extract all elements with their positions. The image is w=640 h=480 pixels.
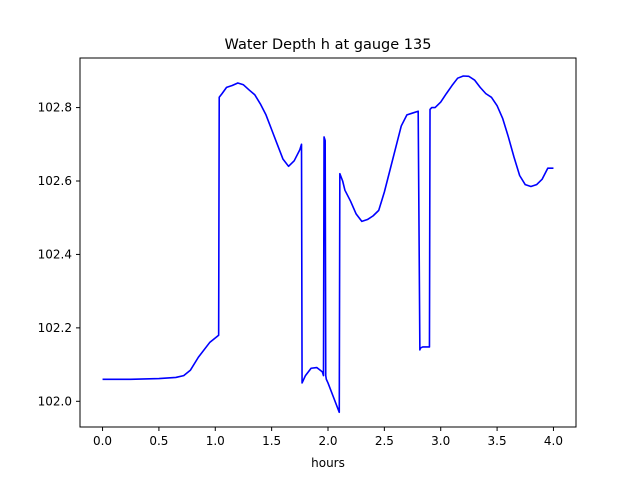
y-tick-label: 102.4 — [38, 247, 72, 261]
chart-title: Water Depth h at gauge 135 — [225, 37, 432, 53]
y-axis-ticks: 102.0 102.2 102.4 102.6 102.8 — [38, 101, 80, 408]
x-tick-label: 2.5 — [375, 434, 394, 448]
x-tick-label: 4.0 — [544, 434, 563, 448]
y-tick-label: 102.8 — [38, 101, 72, 115]
x-axis-label: hours — [311, 456, 345, 470]
x-tick-label: 0.5 — [149, 434, 168, 448]
x-tick-label: 1.5 — [262, 434, 281, 448]
x-axis-ticks: 0.0 0.5 1.0 1.5 2.0 2.5 3.0 3.5 4.0 — [93, 427, 563, 448]
x-tick-label: 3.5 — [488, 434, 507, 448]
y-tick-label: 102.2 — [38, 321, 72, 335]
y-tick-label: 102.0 — [38, 394, 72, 408]
series-line-water-depth — [102, 75, 554, 414]
x-tick-label: 3.0 — [431, 434, 450, 448]
y-tick-label: 102.6 — [38, 174, 72, 188]
x-tick-label: 0.0 — [93, 434, 112, 448]
x-tick-label: 2.0 — [318, 434, 337, 448]
x-tick-label: 1.0 — [206, 434, 225, 448]
